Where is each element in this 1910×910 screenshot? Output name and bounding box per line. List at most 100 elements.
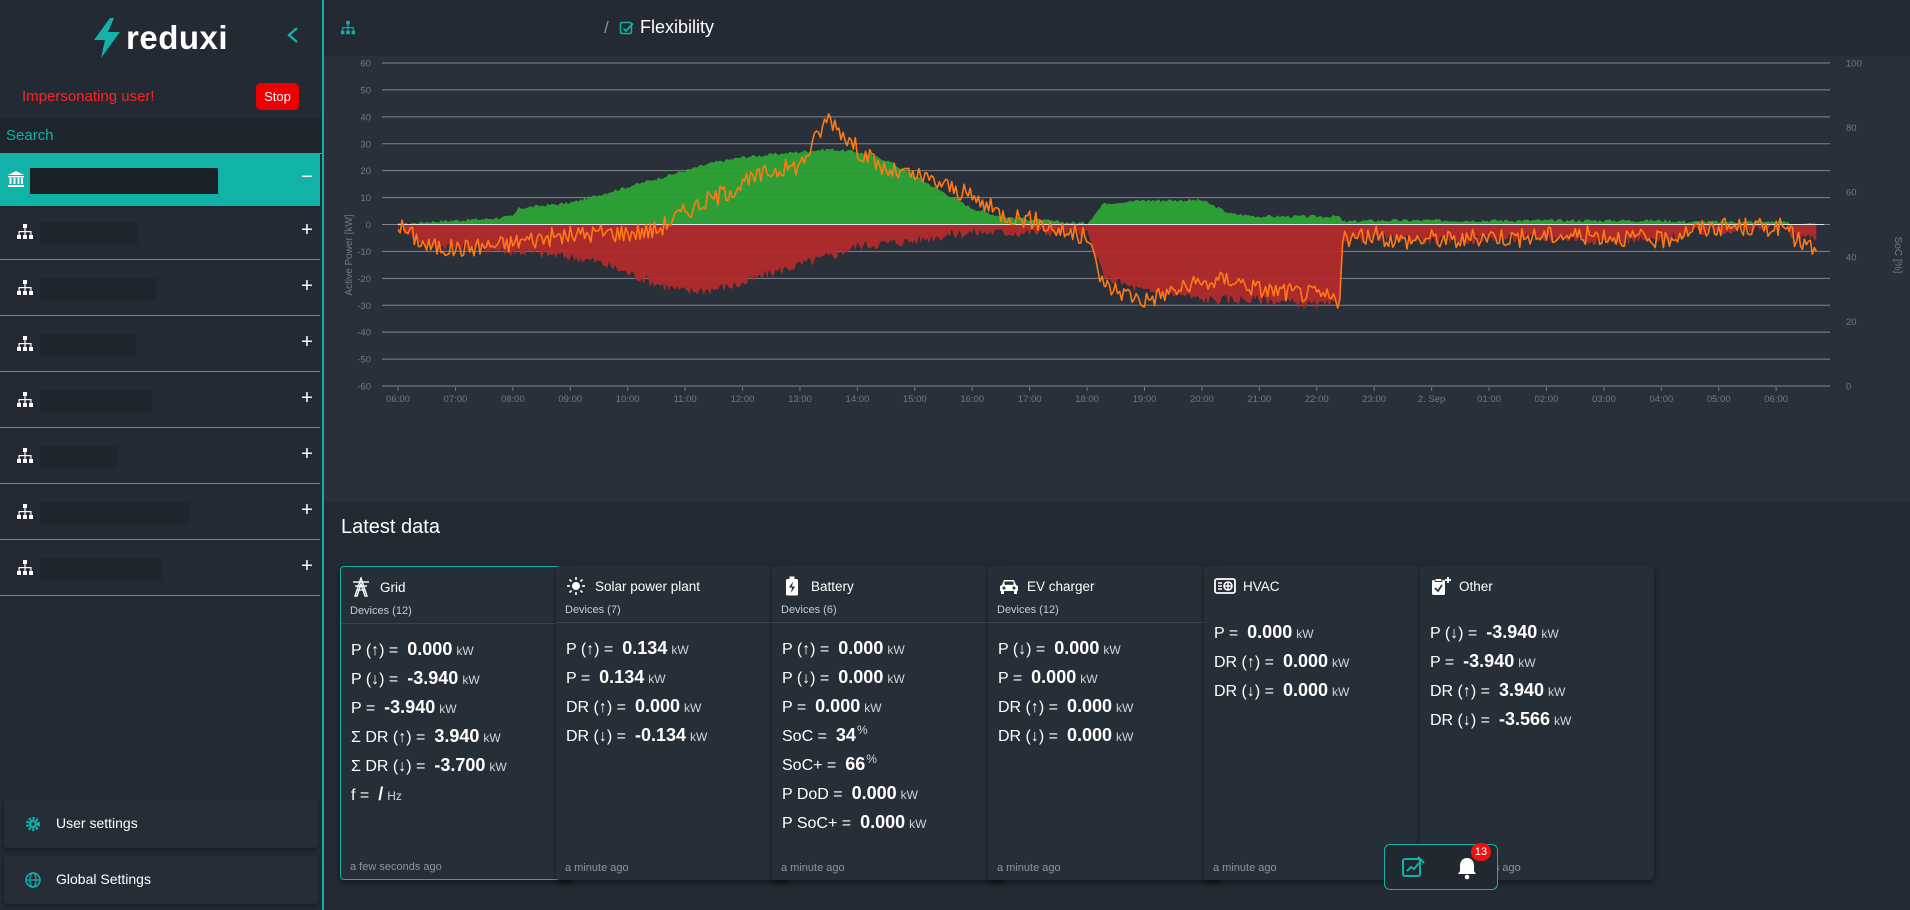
- metric-row: P (↑) = 0.000 kW: [782, 638, 926, 667]
- metric-row: DR (↑) = 0.000 kW: [1214, 651, 1349, 680]
- metric-row: DR (↑) = 0.000 kW: [566, 696, 707, 725]
- x-tick-label: 08:00: [501, 394, 525, 405]
- gear-icon: [26, 817, 40, 831]
- tree-item-site[interactable]: +: [0, 375, 320, 428]
- metric-unit: kW: [648, 672, 666, 686]
- tree-item-site[interactable]: +: [0, 487, 320, 540]
- metric-row: P (↑) = 0.134 kW: [566, 638, 707, 667]
- x-tick-label: 03:00: [1592, 394, 1616, 405]
- metric-row: P DoD = 0.000 kW: [782, 783, 926, 812]
- device-card-other[interactable]: Other P (↓) = -3.940 kW P = -3.940 kW DR (↑) = 3…: [1420, 566, 1654, 880]
- metric-row: P = -3.940 kW: [351, 697, 507, 726]
- expand-icon[interactable]: +: [301, 443, 313, 465]
- expand-icon[interactable]: +: [301, 275, 313, 297]
- metric-unit: kW: [1296, 627, 1314, 641]
- collapse-icon[interactable]: −: [301, 166, 313, 188]
- device-card-solar-power-plant[interactable]: Solar power plant Devices (7) P (↑) = 0.134…: [556, 566, 790, 880]
- metric-label: Σ DR (↑) =: [351, 729, 426, 746]
- global-settings-button[interactable]: Global Settings: [4, 856, 318, 904]
- expand-icon[interactable]: +: [301, 219, 313, 241]
- x-tick-label: 07:00: [444, 394, 468, 405]
- x-tick-label: 02:00: [1535, 394, 1559, 405]
- expand-icon[interactable]: +: [301, 555, 313, 577]
- card-icon: [782, 576, 802, 596]
- y-axis-label: Active Power [kW]: [344, 214, 355, 295]
- x-tick-label: 04:00: [1649, 394, 1673, 405]
- expand-icon[interactable]: +: [301, 499, 313, 521]
- sidebar: reduxi Impersonating user! Stop − + + +: [0, 0, 324, 910]
- metric-label: DR (↑) =: [1430, 683, 1490, 700]
- metric-row: f = / Hz: [351, 784, 507, 813]
- transmission-tower-icon: [353, 575, 369, 597]
- area-series-1: [398, 222, 1817, 310]
- tree-item-organization[interactable]: −: [0, 154, 320, 206]
- user-settings-button[interactable]: User settings: [4, 800, 318, 848]
- tree-item-site[interactable]: +: [0, 263, 320, 316]
- expand-icon[interactable]: +: [301, 331, 313, 353]
- redacted-name: [40, 278, 156, 300]
- device-card-battery[interactable]: Battery Devices (6) P (↑) = 0.000 kW P (↓) = 0…: [772, 566, 1006, 880]
- edit-square-icon: [619, 21, 634, 35]
- device-card-hvac[interactable]: HVAC P = 0.000 kW DR (↑) = 0.000 kW DR (↓) = 0.0…: [1204, 566, 1438, 880]
- floating-toolbar: 13: [1384, 843, 1498, 890]
- metric-label: DR (↑) =: [998, 699, 1058, 716]
- clipboard-plus-icon: [1432, 577, 1451, 595]
- stop-impersonation-button[interactable]: Stop: [256, 83, 299, 110]
- sitemap-icon: [17, 280, 33, 295]
- x-tick-label: 10:00: [616, 394, 640, 405]
- hvac-unit-icon: [1214, 578, 1236, 594]
- tree-item-site[interactable]: +: [0, 319, 320, 372]
- metric-unit: kW: [864, 701, 882, 715]
- x-tick-label: 06:00: [386, 394, 410, 405]
- sitemap-icon: [17, 448, 33, 463]
- metric-unit: kW: [1518, 656, 1536, 670]
- card-icon: [998, 576, 1018, 596]
- metric-label: P (↓) =: [782, 670, 830, 687]
- metric-row: DR (↓) = 0.000 kW: [1214, 680, 1349, 709]
- sitemap-icon: [17, 224, 33, 239]
- metric-row: Σ DR (↓) = -3.700 kW: [351, 755, 507, 784]
- logo[interactable]: reduxi: [92, 16, 228, 60]
- metric-label: P =: [351, 700, 376, 717]
- bell-icon[interactable]: [1455, 856, 1479, 880]
- metric-value: 3.940: [434, 726, 480, 746]
- expand-icon[interactable]: +: [301, 387, 313, 409]
- metric-row: P (↓) = 0.000 kW: [998, 638, 1133, 667]
- y-tick-label: -50: [357, 355, 371, 366]
- card-divider: [556, 622, 790, 623]
- device-card-grid[interactable]: Grid Devices (12) P (↑) = 0.000 kW P (↓) = -3.…: [340, 566, 574, 880]
- chart-edit-icon[interactable]: [1401, 855, 1425, 879]
- metric-unit: %: [856, 723, 868, 737]
- x-tick-label: 21:00: [1247, 394, 1271, 405]
- metric-value: 0.000: [1054, 638, 1100, 658]
- metric-label: DR (↓) =: [1214, 683, 1274, 700]
- metric-row: P SoC+ = 0.000 kW: [782, 812, 926, 841]
- y-tick-label: -60: [357, 382, 371, 393]
- collapse-sidebar-icon[interactable]: [284, 24, 302, 46]
- metric-row: DR (↑) = 0.000 kW: [998, 696, 1133, 725]
- x-tick-label: 18:00: [1075, 394, 1099, 405]
- metric-label: f =: [351, 787, 370, 804]
- metric-row: P = 0.000 kW: [1214, 622, 1349, 651]
- redacted-name: [30, 168, 218, 194]
- tree-item-site[interactable]: +: [0, 207, 320, 260]
- x-tick-label: 20:00: [1190, 394, 1214, 405]
- metric-unit: kW: [900, 788, 918, 802]
- x-tick-label: 22:00: [1305, 394, 1329, 405]
- metric-row: P = 0.134 kW: [566, 667, 707, 696]
- flexibility-chart[interactable]: 60 50 40 30 20 10 0 -10 -20 -30 -40 -50 -60 100 80 60 4…: [324, 56, 1910, 502]
- card-timestamp: a minute ago: [1213, 862, 1277, 874]
- metric-value: 0.000: [838, 667, 884, 687]
- metric-value: 0.000: [1247, 622, 1293, 642]
- tree-item-site[interactable]: +: [0, 543, 320, 596]
- page-title: Flexibility: [640, 17, 715, 37]
- tree-item-site[interactable]: +: [0, 431, 320, 484]
- metric-label: P (↓) =: [351, 671, 399, 688]
- sitemap-icon[interactable]: [340, 20, 356, 36]
- redacted-name: [40, 334, 136, 356]
- search-input[interactable]: [0, 118, 322, 154]
- metric-unit: kW: [439, 702, 457, 716]
- metric-value: 0.000: [1283, 651, 1329, 671]
- device-card-ev-charger[interactable]: EV charger Devices (12) P (↓) = 0.000 kW P = 0…: [988, 566, 1222, 880]
- sitemap-icon: [17, 336, 33, 351]
